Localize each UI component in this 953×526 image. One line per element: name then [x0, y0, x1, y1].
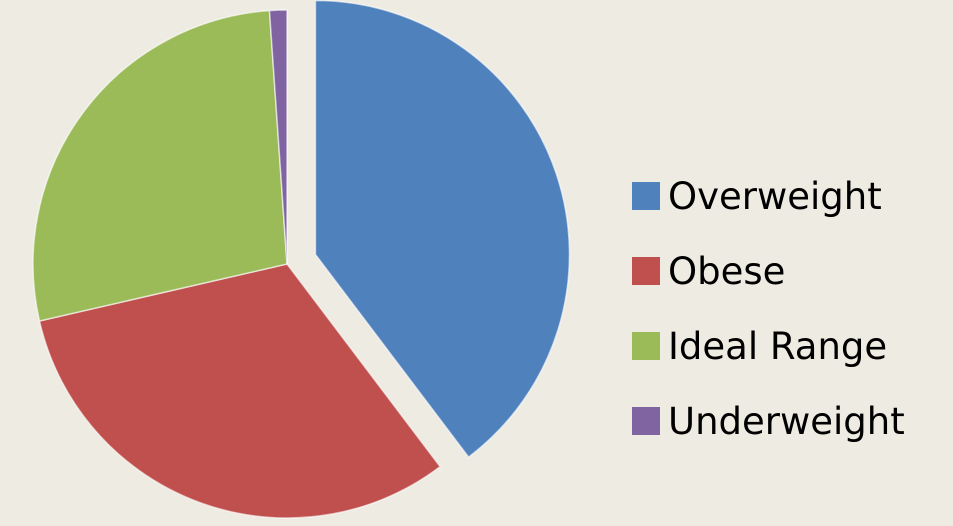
pie-slice-underweight — [268, 9, 288, 265]
legend-swatch-overweight — [632, 182, 660, 210]
legend-item-obese: Obese — [632, 250, 785, 293]
legend-label-obese: Obese — [668, 250, 785, 293]
legend-label-overweight: Overweight — [668, 175, 882, 218]
pie-slice-ideal-range — [32, 9, 288, 322]
legend-label-underweight: Underweight — [668, 400, 905, 443]
legend-label-ideal-range: Ideal Range — [668, 325, 887, 368]
pie-slice-obese — [38, 263, 442, 519]
legend-item-overweight: Overweight — [632, 175, 882, 218]
pie-slice-overweight — [314, 0, 571, 459]
legend-swatch-underweight — [632, 407, 660, 435]
legend-item-underweight: Underweight — [632, 400, 905, 443]
legend-swatch-obese — [632, 257, 660, 285]
legend: Overweight Obese Ideal Range Underweight — [632, 175, 905, 443]
legend-item-ideal-range: Ideal Range — [632, 325, 887, 368]
pie-slices — [32, 0, 571, 519]
legend-swatch-ideal-range — [632, 332, 660, 360]
